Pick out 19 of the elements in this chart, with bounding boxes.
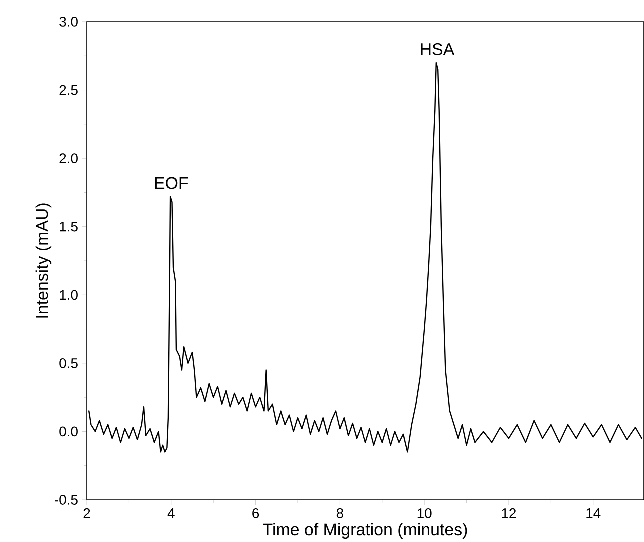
y-tick-label: 0.0: [60, 426, 78, 437]
y-tick-label: 1.0: [60, 290, 78, 300]
x-tick-label: 12: [502, 508, 516, 518]
x-tick-label: 4: [168, 508, 175, 518]
x-tick-label: 14: [586, 508, 601, 518]
y-tick-label: -0.5: [55, 495, 78, 505]
y-tick-label: 3.0: [60, 17, 78, 27]
x-tick-label: 2: [84, 508, 90, 518]
x-axis-title: Time of Migration (minutes): [263, 523, 468, 540]
y-tick-label: 1.5: [60, 222, 78, 232]
y-tick-label: 0.5: [60, 358, 78, 368]
annotation: EOF: [155, 177, 188, 190]
annotation: HSA: [421, 43, 455, 56]
x-tick-label: 10: [418, 508, 432, 518]
x-tick-label: 8: [336, 508, 344, 518]
x-tick-label: 6: [252, 508, 260, 518]
y-tick-label: 2.0: [60, 154, 78, 164]
y-axis-title: Intensity (mAU): [36, 204, 52, 318]
y-tick-label: 2.5: [60, 85, 78, 96]
